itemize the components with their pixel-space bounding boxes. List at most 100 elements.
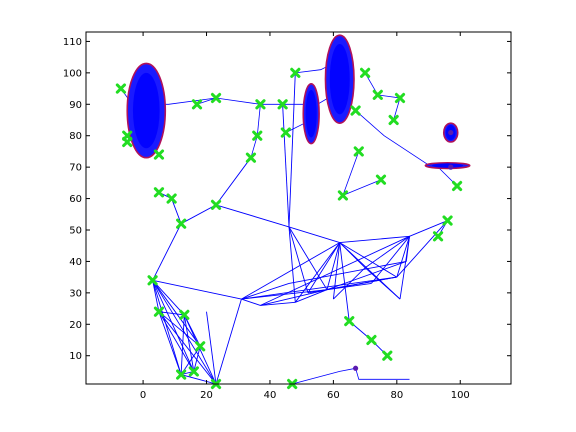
network-edge xyxy=(396,220,448,278)
network-edge xyxy=(339,242,350,322)
network-edge xyxy=(152,279,185,316)
network-edge xyxy=(260,235,410,306)
network-edge xyxy=(158,311,201,347)
x-tick-label: 100 xyxy=(451,390,470,401)
network-edge xyxy=(339,242,398,278)
network-edge xyxy=(158,311,182,375)
node-marker xyxy=(252,130,263,141)
x-tick-label: 20 xyxy=(200,390,213,401)
network-edge xyxy=(332,242,341,300)
network-edge xyxy=(260,301,296,306)
y-tick-label: 50 xyxy=(69,226,82,237)
node-marker xyxy=(337,190,349,201)
y-tick-label: 60 xyxy=(69,194,82,205)
trajectory-trace xyxy=(342,179,382,196)
node-marker xyxy=(147,275,158,286)
node-marker xyxy=(191,99,203,110)
network-edge xyxy=(215,204,290,228)
network-edge xyxy=(180,314,185,375)
node-marker xyxy=(176,369,187,380)
network-edge xyxy=(295,289,328,303)
point-cluster-core xyxy=(432,163,464,168)
node-marker xyxy=(442,215,453,226)
point-cluster-core xyxy=(305,89,317,138)
data-dot xyxy=(448,164,454,170)
node-marker xyxy=(277,99,288,110)
network-edge xyxy=(183,314,195,372)
node-marker xyxy=(153,187,165,198)
network-edge xyxy=(288,72,296,227)
network-edge xyxy=(364,267,401,300)
node-marker xyxy=(153,306,165,317)
network-edge xyxy=(294,242,341,303)
y-tick-label: 110 xyxy=(63,37,82,48)
node-marker xyxy=(245,152,257,163)
node-marker xyxy=(394,92,406,104)
node-marker xyxy=(451,180,463,192)
network-edge xyxy=(152,280,182,375)
network-edge xyxy=(364,235,410,269)
network-edge xyxy=(152,280,217,385)
axes: 0 20 40 60 80 100 10 20 30 40 50 60 70 80 90 100 110 xyxy=(63,31,512,401)
trajectory-trace xyxy=(364,72,401,121)
node-marker xyxy=(432,231,444,242)
network-edge xyxy=(371,236,410,284)
data-dot xyxy=(352,365,359,371)
network-edge xyxy=(158,311,195,372)
node-layer xyxy=(115,67,463,390)
node-marker xyxy=(122,136,133,148)
network-edge xyxy=(288,226,309,294)
trajectory-trace xyxy=(292,367,356,385)
node-marker xyxy=(195,341,206,352)
network-edge xyxy=(288,226,296,303)
trajectory-trace xyxy=(355,368,410,380)
cluster-layer xyxy=(126,34,471,170)
network-edge xyxy=(288,226,328,290)
network-edge xyxy=(152,223,182,281)
y-tick-label: 70 xyxy=(69,163,82,174)
node-marker xyxy=(210,92,222,104)
network-edge xyxy=(326,242,341,290)
edge-layer xyxy=(152,72,448,385)
node-marker xyxy=(115,83,126,94)
y-tick-label: 40 xyxy=(69,257,82,268)
y-tick-label: 10 xyxy=(69,351,82,362)
network-edge xyxy=(241,298,261,306)
node-marker xyxy=(366,334,377,346)
network-edge xyxy=(241,282,290,300)
trajectory-trace xyxy=(342,151,360,196)
node-marker xyxy=(290,67,301,78)
node-marker xyxy=(179,309,190,320)
network-edge xyxy=(282,104,290,227)
network-edge xyxy=(260,289,328,306)
node-marker xyxy=(280,127,291,138)
trajectory-trace xyxy=(196,97,217,105)
network-edge xyxy=(183,314,217,385)
node-marker xyxy=(382,350,393,361)
node-marker xyxy=(372,89,383,100)
network-edge xyxy=(241,276,397,300)
network-edge xyxy=(396,236,410,278)
node-marker xyxy=(188,366,199,377)
network-edge xyxy=(158,311,217,385)
x-tick-label: 80 xyxy=(390,390,403,401)
network-edge xyxy=(405,236,410,262)
network-edge xyxy=(215,298,242,385)
node-marker xyxy=(388,114,399,126)
network-edge xyxy=(409,220,448,237)
y-tick-label: 90 xyxy=(69,100,82,111)
network-edge xyxy=(326,260,407,291)
x-tick-label: 0 xyxy=(140,390,146,401)
x-tick-label: 60 xyxy=(327,390,340,401)
network-edge xyxy=(288,226,340,244)
network-edge xyxy=(152,280,201,347)
x-tick-label: 40 xyxy=(264,390,277,401)
node-marker xyxy=(210,199,222,210)
network-edge xyxy=(152,280,195,372)
y-tick-label: 30 xyxy=(69,288,82,299)
network-edge xyxy=(333,267,366,300)
node-marker xyxy=(375,174,387,185)
network-edge xyxy=(307,242,341,294)
axes-box xyxy=(85,31,512,385)
